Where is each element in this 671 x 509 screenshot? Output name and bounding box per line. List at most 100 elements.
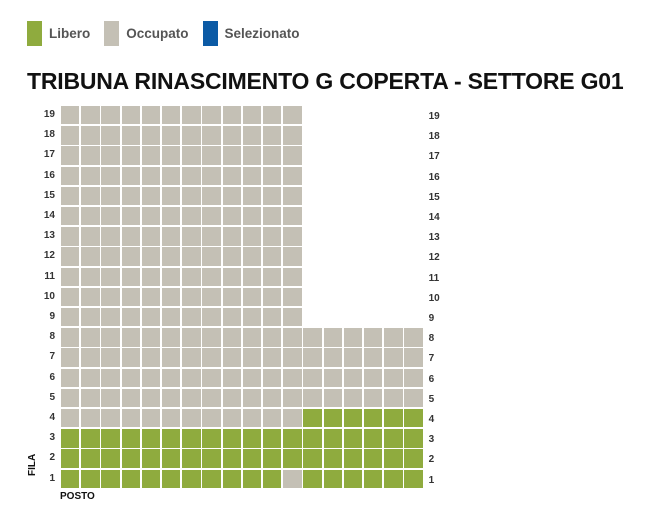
seat-row-1-posto-5[interactable]	[141, 469, 161, 488]
seat-row-4-posto-10	[242, 409, 262, 428]
seat-row-3-posto-2[interactable]	[81, 429, 100, 448]
seat-row-3-posto-1[interactable]	[61, 429, 80, 448]
seat-row-3-posto-9[interactable]	[222, 429, 241, 448]
seat-row-3-posto-17[interactable]	[384, 429, 403, 448]
seat-row-7-posto-3	[101, 348, 120, 367]
seat-row-3-posto-12[interactable]	[283, 429, 302, 448]
seat-row-3-posto-3[interactable]	[101, 429, 120, 448]
seat-row-8-posto-15	[343, 328, 363, 347]
seat-row-12-posto-9	[222, 247, 241, 266]
seat-row-18-posto-8	[202, 126, 221, 145]
seat-row-4-posto-1	[61, 409, 80, 428]
seat-row-2-posto-16[interactable]	[364, 449, 383, 468]
legend-label-selezionato: Selezionato	[224, 26, 300, 41]
seat-row-2-posto-15[interactable]	[343, 449, 363, 468]
seat-row-4-posto-14[interactable]	[323, 409, 342, 428]
seat-row-1-posto-17[interactable]	[384, 469, 403, 488]
seat-row-16-posto-12	[283, 166, 302, 185]
seat-row-2-posto-3[interactable]	[101, 449, 120, 468]
seat-row-1-posto-2[interactable]	[81, 469, 100, 488]
row-label-left-11: 11	[44, 270, 55, 282]
seat-row-12-posto-8	[202, 247, 221, 266]
seat-row-3-posto-7[interactable]	[182, 429, 201, 448]
row-label-left-16: 16	[43, 169, 55, 181]
seat-row-1-posto-6[interactable]	[162, 469, 181, 488]
row-label-left-18: 18	[43, 129, 55, 141]
seat-row-2-posto-5[interactable]	[141, 449, 161, 468]
seat-row-19-posto-4	[121, 106, 140, 125]
seat-row-4-posto-8	[202, 409, 221, 428]
seat-row-4-posto-15[interactable]	[343, 409, 363, 428]
seat-row-12-posto-7	[182, 247, 201, 266]
seat-row-3-posto-5[interactable]	[141, 429, 161, 448]
seat-row-2-posto-6[interactable]	[162, 449, 181, 468]
seat-row-15-posto-1	[61, 186, 80, 206]
seat-row-10-posto-5	[141, 287, 161, 307]
seat-row-6-posto-9	[222, 368, 241, 387]
seat-row-3-posto-8[interactable]	[202, 429, 221, 448]
seat-row-4-posto-13[interactable]	[303, 409, 322, 428]
seat-row-2-posto-2[interactable]	[81, 449, 100, 468]
seat-row-7-posto-11	[263, 348, 282, 367]
seat-row-19-posto-10	[242, 106, 262, 125]
seat-row-2-posto-18[interactable]	[404, 449, 423, 468]
seat-row-2-posto-8[interactable]	[202, 449, 221, 468]
seat-row-2-posto-12[interactable]	[283, 449, 302, 468]
seat-row-6-posto-16	[364, 368, 383, 387]
seat-row-9-posto-5	[141, 308, 161, 327]
row-label-left-10: 10	[43, 290, 55, 302]
seat-row-18-posto-12	[283, 126, 302, 145]
seat-row-1-posto-18[interactable]	[404, 469, 423, 488]
seat-row-3-posto-10[interactable]	[242, 429, 262, 448]
row-label-left-14: 14	[43, 210, 55, 221]
seat-row-1-posto-9[interactable]	[222, 469, 241, 488]
seat-row-4-posto-4	[121, 409, 140, 428]
seat-row-2-posto-14[interactable]	[323, 449, 342, 468]
seat-row-2-posto-13[interactable]	[303, 449, 322, 468]
seat-row-1-posto-7[interactable]	[182, 469, 201, 488]
seat-row-1-posto-13[interactable]	[303, 469, 322, 488]
seat-row-14-posto-11	[263, 207, 282, 226]
seat-row-7-posto-16	[364, 348, 383, 367]
seat-row-10-posto-11	[263, 287, 282, 307]
seat-row-2-posto-17[interactable]	[384, 449, 403, 468]
seat-row-2-posto-11[interactable]	[263, 449, 282, 468]
seat-row-12-posto-2	[81, 247, 100, 266]
seat-row-4-posto-18[interactable]	[404, 409, 423, 428]
seat-row-1-posto-14[interactable]	[323, 469, 342, 488]
seat-row-19-posto-2	[81, 106, 100, 125]
seat-row-3-posto-14[interactable]	[323, 429, 342, 448]
seat-row-14-posto-3	[101, 207, 120, 226]
seat-row-1-posto-8[interactable]	[202, 469, 221, 488]
seat-row-2-posto-9[interactable]	[222, 449, 241, 468]
seat-row-6-posto-4	[121, 368, 140, 387]
seat-row-3-posto-15[interactable]	[343, 429, 363, 448]
seat-row-2-posto-10[interactable]	[242, 449, 262, 468]
seat-row-4-posto-17[interactable]	[384, 409, 403, 428]
seat-row-1-posto-15[interactable]	[343, 469, 363, 488]
seat-row-3-posto-4[interactable]	[121, 429, 140, 448]
seat-row-1-posto-1[interactable]	[61, 469, 80, 488]
seat-row-2-posto-1[interactable]	[61, 449, 80, 468]
seat-row-1-posto-10[interactable]	[242, 469, 262, 488]
seat-row-3-posto-11[interactable]	[263, 429, 282, 448]
seat-row-4-posto-16[interactable]	[364, 409, 383, 428]
seat-row-14-posto-10	[242, 207, 262, 226]
legend-item-libero: Libero	[27, 21, 90, 46]
seat-row-1-posto-11[interactable]	[263, 469, 282, 488]
seat-row-11-posto-10	[242, 267, 262, 286]
seat-row-15-posto-9	[222, 186, 241, 206]
seat-row-3-posto-18[interactable]	[404, 429, 423, 448]
seat-row-3-posto-13[interactable]	[303, 429, 322, 448]
seat-row-4-posto-12	[283, 409, 302, 428]
seat-row-5-posto-1	[61, 388, 80, 408]
seat-row-3-posto-16[interactable]	[364, 429, 383, 448]
seat-row-1-posto-4[interactable]	[121, 469, 140, 488]
seat-row-3-posto-6[interactable]	[162, 429, 181, 448]
seat-row-2-posto-4[interactable]	[121, 449, 140, 468]
seat-row-1-posto-3[interactable]	[101, 469, 120, 488]
seat-row-2-posto-7[interactable]	[182, 449, 201, 468]
seat-row-15-posto-6	[162, 186, 181, 206]
seat-row-9-posto-10	[242, 308, 262, 327]
seat-row-1-posto-16[interactable]	[364, 469, 383, 488]
